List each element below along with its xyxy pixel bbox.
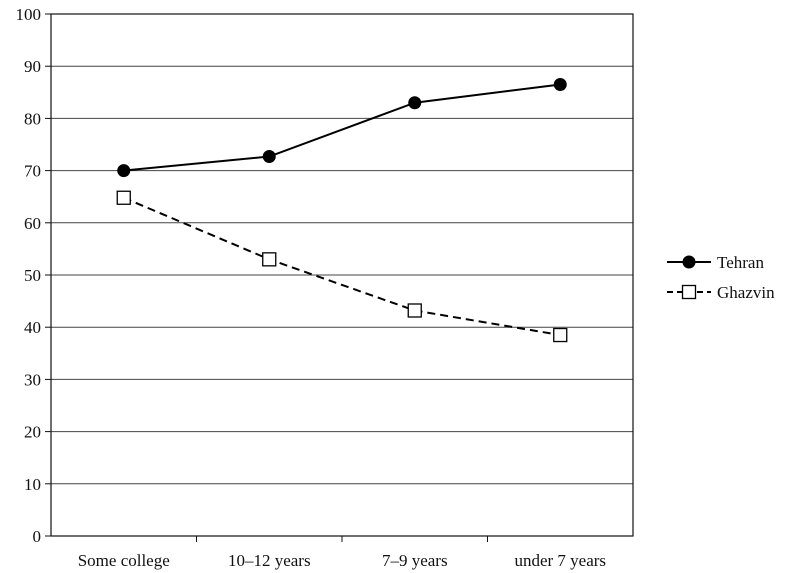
x-tick-label: 7–9 years xyxy=(382,551,448,570)
data-point-ghazvin xyxy=(116,190,131,205)
data-point-tehran xyxy=(408,96,422,110)
x-tick-label: under 7 years xyxy=(514,551,606,570)
legend-marker-ghazvin xyxy=(681,284,697,300)
data-point-ghazvin xyxy=(407,303,422,318)
data-point-tehran xyxy=(553,77,567,91)
data-point-tehran xyxy=(117,164,131,178)
legend-label-ghazvin: Ghazvin xyxy=(717,283,775,302)
y-axis-ticks: 0 10 20 30 40 50 60 70 80 90 100 xyxy=(16,5,51,546)
legend-marker-tehran xyxy=(682,255,696,269)
series-group xyxy=(116,77,568,343)
y-tick-label: 0 xyxy=(33,527,42,546)
x-axis-ticks: Some college 10–12 years 7–9 years under 7 … xyxy=(78,536,606,570)
data-point-tehran xyxy=(262,150,276,164)
data-point-ghazvin xyxy=(262,252,277,267)
y-tick-label: 10 xyxy=(24,475,41,494)
y-tick-label: 90 xyxy=(24,57,41,76)
y-tick-label: 30 xyxy=(24,370,41,389)
y-tick-label: 100 xyxy=(16,5,42,24)
series-line-ghazvin xyxy=(123,196,561,337)
y-tick-label: 80 xyxy=(24,109,41,128)
y-tick-label: 60 xyxy=(24,214,41,233)
y-tick-label: 20 xyxy=(24,423,41,442)
series-line-tehran xyxy=(123,83,561,172)
x-tick-label: Some college xyxy=(78,551,170,570)
data-point-ghazvin xyxy=(553,327,568,343)
x-tick-label: 10–12 years xyxy=(228,551,311,570)
y-tick-label: 70 xyxy=(24,162,41,181)
y-tick-label: 40 xyxy=(24,318,41,337)
legend-label-tehran: Tehran xyxy=(717,253,764,272)
gridlines xyxy=(51,13,633,485)
y-tick-label: 50 xyxy=(24,266,41,285)
legend: Tehran Ghazvin xyxy=(667,253,775,302)
